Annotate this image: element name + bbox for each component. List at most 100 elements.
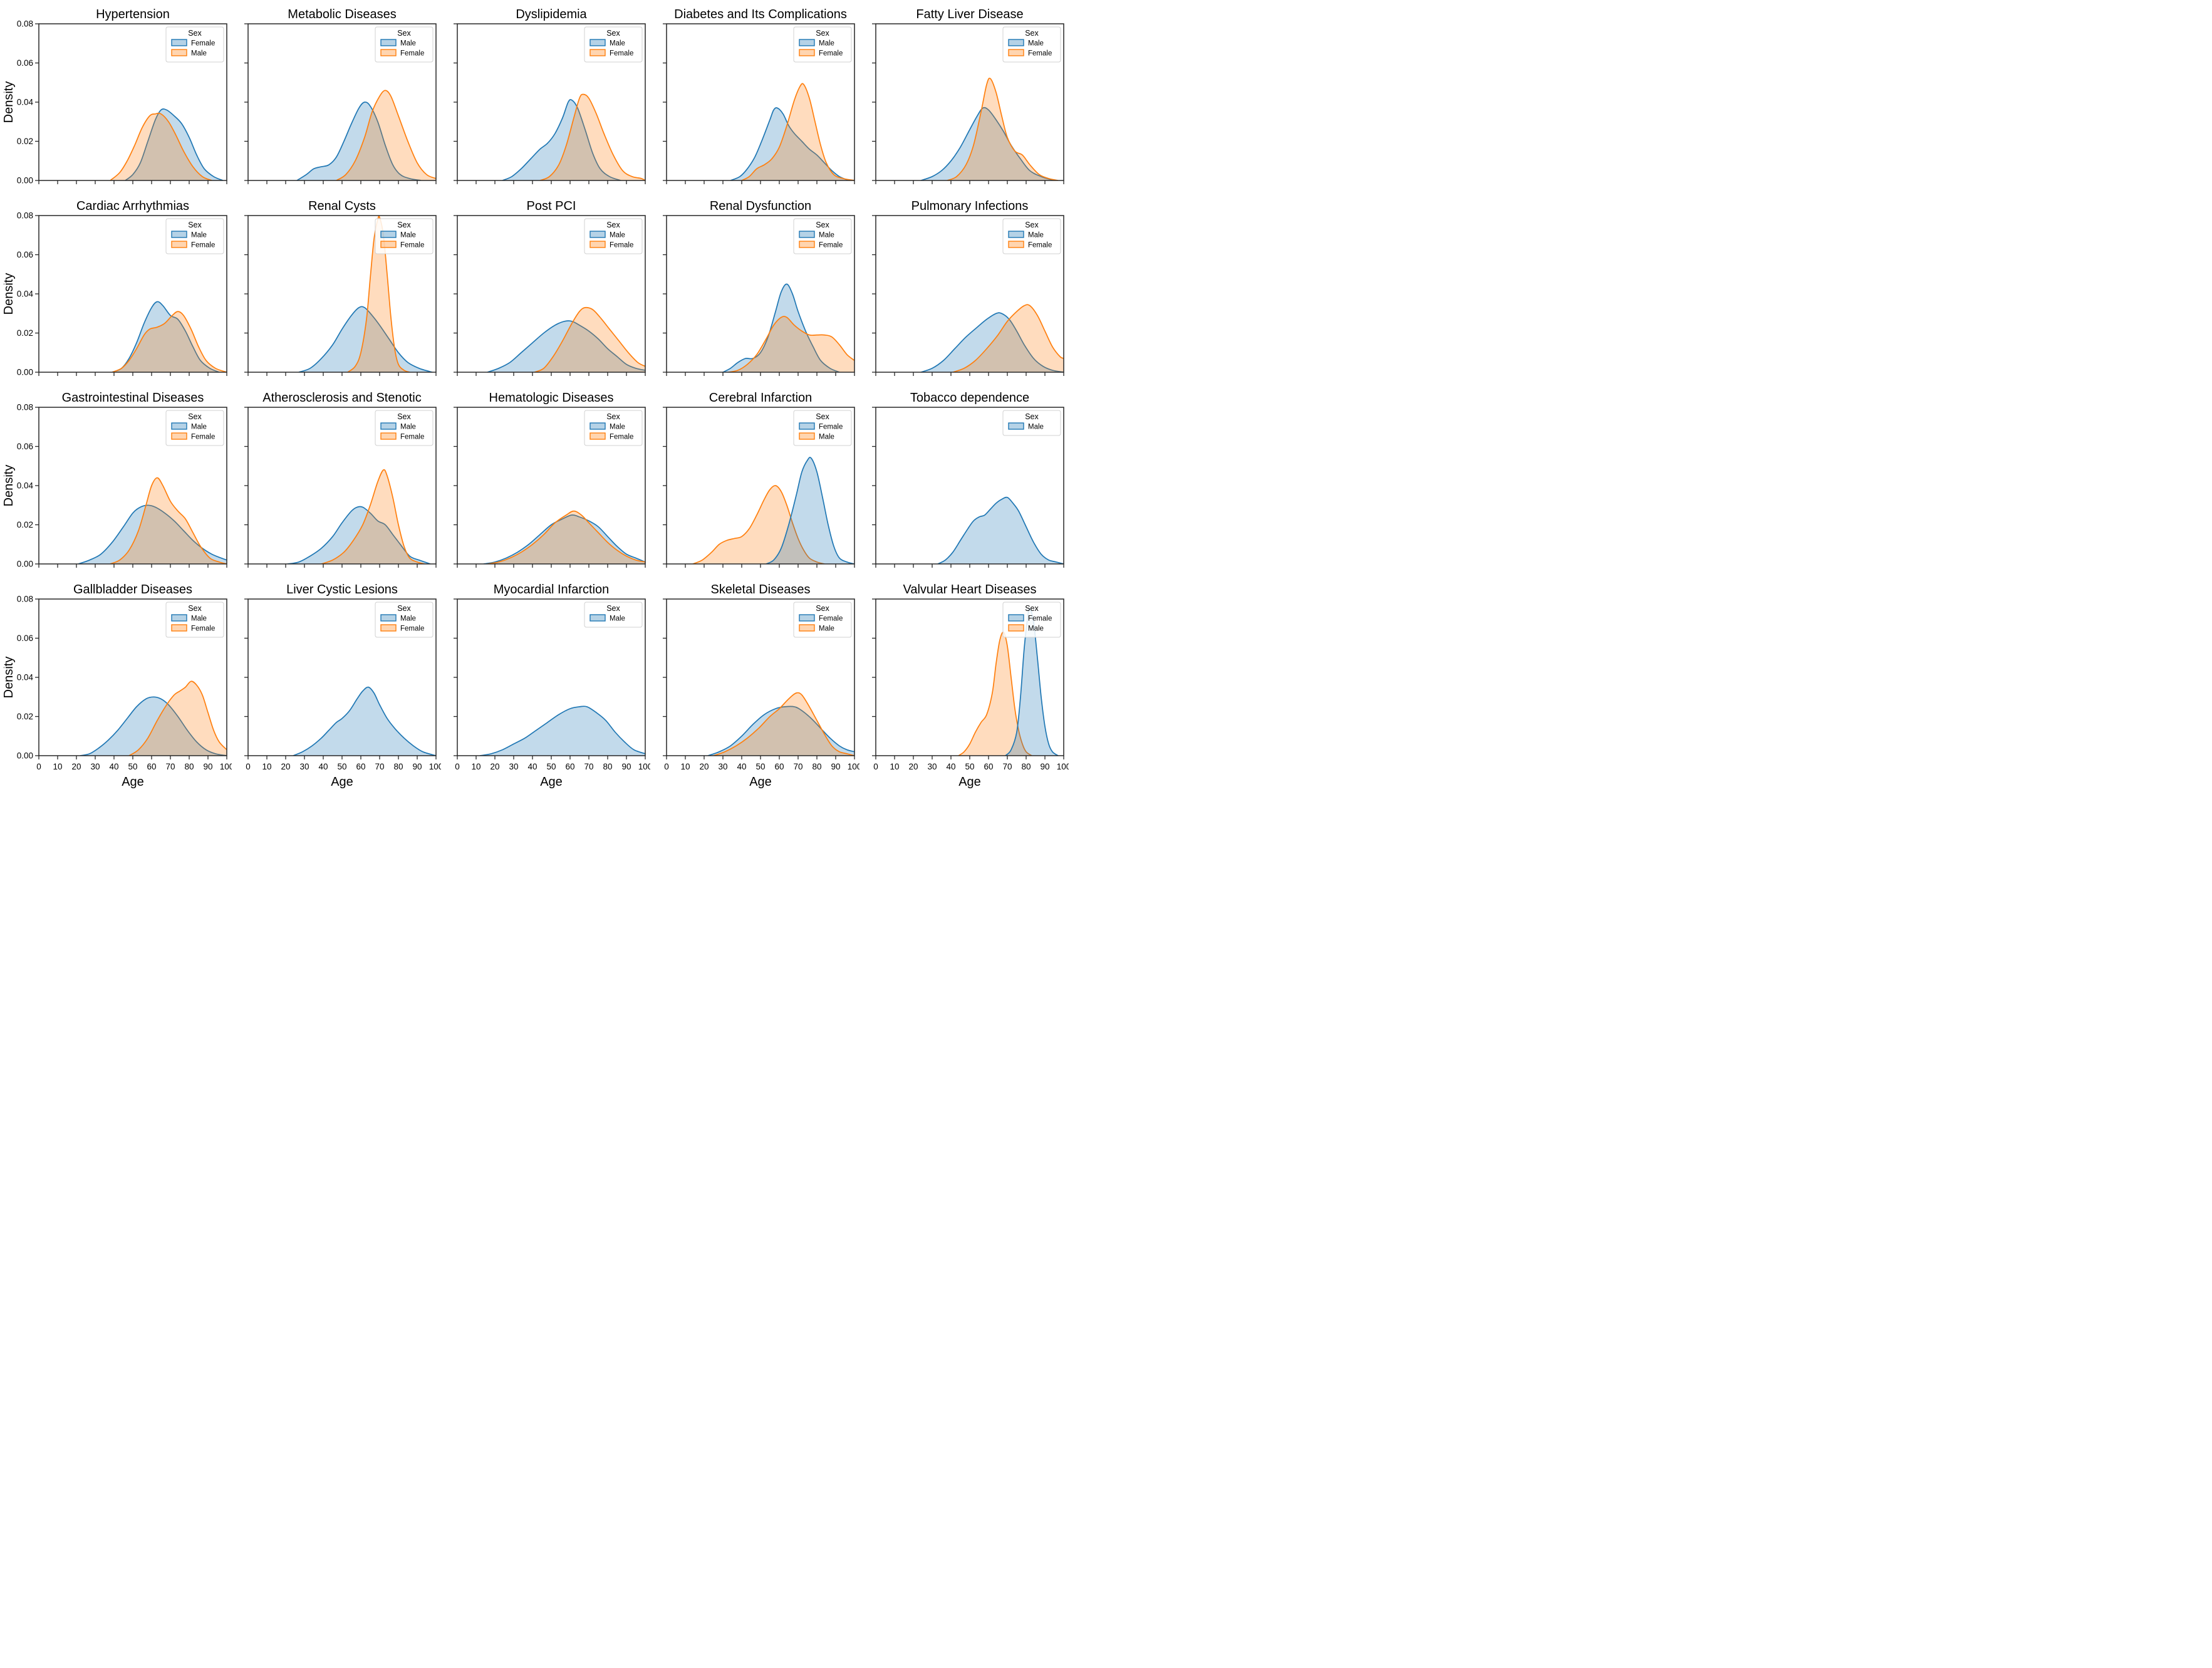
legend-swatch-male — [380, 39, 397, 46]
legend-label-male: Male — [610, 615, 625, 623]
legend-swatch-female — [1008, 241, 1024, 248]
svg-text:90: 90 — [203, 762, 212, 771]
svg-text:40: 40 — [527, 762, 537, 771]
legend-title: Sex — [1025, 412, 1039, 421]
svg-text:50: 50 — [965, 762, 974, 771]
legend-label-female: Female — [191, 40, 215, 48]
svg-text:0: 0 — [873, 762, 878, 771]
legend: Sex Female Male — [793, 410, 852, 446]
kde-curves — [502, 93, 645, 180]
x-axis-ticks — [875, 564, 1064, 568]
svg-text:0: 0 — [455, 762, 460, 771]
legend: Sex Male Female — [375, 218, 434, 254]
kde-line-female — [952, 304, 1064, 372]
legend-title: Sex — [606, 221, 620, 229]
legend-swatch-male — [1008, 422, 1024, 430]
legend-label-male: Male — [1028, 424, 1044, 431]
svg-text:30: 30 — [90, 762, 100, 771]
chart-svg: Skeletal Diseases 0 10 20 30 40 50 60 70 80 90 100 A… — [663, 583, 859, 789]
chart-svg: Gallbladder Diseases 0 10 20 30 40 50 60 70 80 90 1… — [4, 583, 232, 789]
x-axis-ticks — [666, 372, 855, 376]
kde-fill-male — [112, 301, 219, 372]
subplot-title: Gallbladder Diseases — [73, 583, 192, 597]
svg-text:70: 70 — [584, 762, 593, 771]
legend-swatch-female — [171, 432, 187, 440]
chart-svg: Cardiac Arrhythmias 0.00 0.02 0.04 0.06 0.08 D… — [4, 199, 227, 377]
legend-swatch-male — [171, 422, 187, 430]
chart-svg: Hypertension 0.00 0.02 0.04 0.06 0.08 Density S… — [4, 8, 227, 185]
legend-swatch-female — [799, 49, 815, 56]
chart-svg: Renal Dysfunction Sex Male Female — [663, 199, 855, 376]
chart-svg: Dyslipidemia Sex Male Female — [454, 8, 646, 184]
kde-line-male — [298, 306, 433, 372]
subplot-post-pci: Post PCI Sex Male Female — [450, 197, 650, 381]
kde-fill-female — [766, 457, 854, 564]
kde-fill-male — [288, 506, 430, 564]
subplot-valvular-heart-diseases: Valvular Heart Diseases 0 10 20 30 40 50 60 70 80… — [868, 580, 1069, 795]
legend-title: Sex — [188, 412, 202, 421]
legend-swatch-male — [589, 39, 606, 46]
kde-line-male — [920, 107, 1055, 180]
legend-title: Sex — [188, 604, 202, 613]
subplot-title: Diabetes and Its Complications — [674, 8, 847, 21]
y-axis-ticks: 0.00 0.02 0.04 0.06 0.08 — [17, 211, 39, 377]
svg-text:40: 40 — [109, 762, 118, 771]
legend-label-male: Male — [400, 40, 416, 48]
x-axis-ticks — [875, 372, 1064, 376]
kde-line-male — [730, 107, 849, 180]
legend-swatch-male — [799, 432, 815, 440]
legend-title: Sex — [397, 221, 411, 229]
svg-text:10: 10 — [53, 762, 62, 771]
chart-svg: Pulmonary Infections Sex Male Female — [872, 199, 1064, 376]
legend: Sex Male Female — [793, 218, 852, 254]
svg-text:90: 90 — [621, 762, 631, 771]
kde-line-female — [487, 510, 645, 564]
x-axis-ticks — [247, 372, 437, 376]
svg-text:0.08: 0.08 — [17, 19, 33, 29]
svg-text:20: 20 — [908, 762, 918, 771]
y-axis-ticks: 0.00 0.02 0.04 0.06 0.08 — [17, 595, 39, 761]
legend-label-male: Male — [1028, 232, 1044, 239]
kde-curves — [487, 306, 645, 372]
svg-text:50: 50 — [756, 762, 765, 771]
kde-fill-female — [708, 706, 854, 756]
kde-fill-male — [487, 320, 645, 372]
legend-label-male: Male — [1028, 40, 1044, 48]
svg-text:10: 10 — [680, 762, 690, 771]
y-axis-ticks — [454, 598, 457, 756]
legend-title: Sex — [606, 29, 620, 38]
kde-curves — [920, 304, 1064, 372]
kde-fill-male — [297, 102, 421, 180]
subplot-tobacco-dependence: Tobacco dependence Sex Male — [868, 388, 1069, 573]
chart-svg: Liver Cystic Lesions 0 10 20 30 40 50 60 70 80 90 1… — [244, 583, 441, 789]
kde-fill-female — [487, 511, 645, 564]
subplot-title: Valvular Heart Diseases — [903, 583, 1036, 597]
subplot-hematologic-diseases: Hematologic Diseases Sex Male Female — [450, 388, 650, 573]
subplot-renal-cysts: Renal Cysts Sex Male Female — [241, 197, 441, 381]
x-axis-ticks — [457, 372, 646, 376]
kde-curves — [722, 283, 854, 372]
x-axis-ticks: 0 10 20 30 40 50 60 70 80 90 100 — [664, 756, 859, 771]
legend-swatch-male — [799, 39, 815, 46]
svg-text:0.04: 0.04 — [17, 289, 34, 299]
legend: Sex Male Female — [584, 26, 643, 63]
subplot-title: Metabolic Diseases — [288, 8, 396, 21]
kde-fill-male — [299, 306, 432, 372]
legend: Sex Female Male — [165, 26, 224, 63]
legend-title: Sex — [1025, 604, 1039, 613]
svg-text:30: 30 — [299, 762, 309, 771]
legend-title: Sex — [397, 29, 411, 38]
legend-swatch-female — [589, 49, 606, 56]
legend-swatch-male — [589, 422, 606, 430]
svg-text:0.08: 0.08 — [17, 211, 33, 221]
legend-label-male: Male — [610, 424, 625, 431]
legend-swatch-female — [380, 49, 397, 56]
y-axis-label: Density — [4, 657, 16, 699]
legend-swatch-female — [171, 39, 187, 46]
y-axis-ticks: 0.00 0.02 0.04 0.06 0.08 — [17, 19, 39, 185]
legend-label-female: Female — [1028, 615, 1052, 623]
y-axis-ticks — [872, 23, 876, 181]
kde-fill-female — [125, 108, 223, 180]
svg-text:40: 40 — [946, 762, 955, 771]
